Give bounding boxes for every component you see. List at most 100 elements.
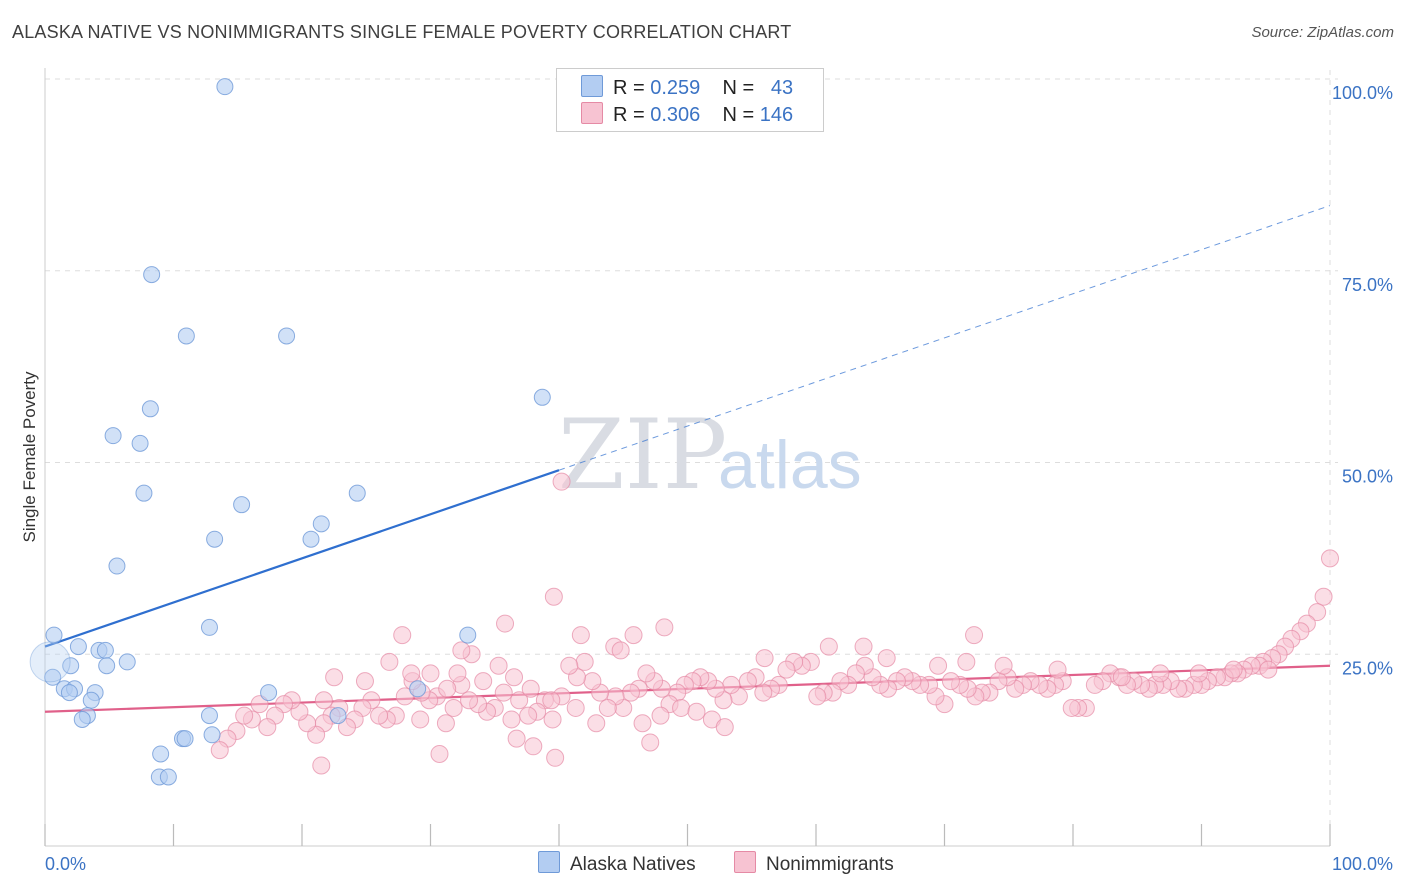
- nonimmigrants-point: [965, 626, 984, 645]
- nonimmigrants-point: [430, 744, 449, 763]
- nonimmigrants-point: [722, 675, 741, 694]
- nonimmigrants-point: [402, 664, 421, 683]
- nonimmigrants-point: [519, 706, 538, 725]
- y-axis-title: Single Female Poverty: [20, 371, 39, 543]
- nonimmigrants-point: [715, 718, 734, 737]
- chart-title: ALASKA NATIVE VS NONIMMIGRANTS SINGLE FE…: [12, 22, 792, 42]
- nonimmigrants-point: [808, 687, 827, 706]
- x-tick-label: 0.0%: [45, 854, 86, 874]
- nonimmigrants-point: [1224, 660, 1243, 679]
- alaska-natives-point: [152, 745, 170, 763]
- nonimmigrants-point: [395, 687, 414, 706]
- alaska-natives-point: [159, 768, 177, 786]
- alaska-natives-points: [29, 78, 551, 786]
- alaska-natives-point: [176, 730, 194, 748]
- alaska-natives-point: [29, 641, 71, 683]
- nonimmigrants-point: [524, 737, 543, 756]
- nonimmigrants-point: [436, 714, 455, 733]
- bottom-legend-nonimmigrants: Nonimmigrants: [734, 851, 894, 876]
- nonimmigrants-point: [393, 626, 412, 645]
- r-label: R =: [613, 77, 645, 99]
- y-tick-label: 100.0%: [1332, 83, 1393, 103]
- alaska-natives-point: [312, 515, 330, 533]
- nonimmigrants-point: [521, 679, 540, 698]
- nonimmigrants-point: [507, 729, 526, 748]
- nonimmigrants-point: [575, 652, 594, 671]
- nonimmigrants-point: [655, 618, 674, 637]
- nonimmigrants-point: [210, 741, 229, 760]
- nonimmigrants-point: [583, 672, 602, 691]
- nonimmigrants-point: [502, 710, 521, 729]
- r-value: 0.306: [650, 104, 701, 126]
- nonimmigrants-point: [637, 664, 656, 683]
- alaska-natives-point: [200, 707, 218, 725]
- correlation-legend: R = 0.259 N = 43 R = 0.306 N = 146: [556, 68, 824, 132]
- nonimmigrants-point: [460, 691, 479, 710]
- n-label: N =: [722, 104, 755, 126]
- nonimmigrants-point: [421, 664, 440, 683]
- legend-label: Nonimmigrants: [766, 854, 894, 875]
- nonimmigrants-point: [624, 626, 643, 645]
- alaska-natives-point: [108, 557, 126, 575]
- nonimmigrants-point: [819, 637, 838, 656]
- nonimmigrants-point: [505, 668, 524, 687]
- nonimmigrants-point: [633, 714, 652, 733]
- alaska-natives-point: [131, 434, 149, 452]
- alaska-natives-point: [73, 710, 91, 728]
- nonimmigrants-point: [754, 683, 773, 702]
- alaska-swatch: [538, 851, 560, 873]
- y-tick-labels: 25.0% 50.0% 75.0% 100.0%: [1332, 83, 1393, 678]
- nonimmigrants-swatch: [581, 102, 603, 124]
- y-tick-label: 75.0%: [1342, 275, 1393, 295]
- alaska-natives-point: [44, 668, 62, 686]
- nonimmigrants-point: [687, 702, 706, 721]
- r-value: 0.259: [650, 77, 701, 99]
- nonimmigrants-point: [489, 656, 508, 675]
- alaska-natives-point: [60, 684, 78, 702]
- alaska-natives-point: [45, 626, 63, 644]
- nonimmigrants-point: [355, 672, 374, 691]
- nonimmigrants-point: [250, 695, 269, 714]
- nonimmigrants-point: [598, 698, 617, 717]
- x-tick-labels: 0.0% 100.0%: [45, 854, 1393, 874]
- nonimmigrants-point: [494, 683, 513, 702]
- nonimmigrants-point: [542, 691, 561, 710]
- nonimmigrants-point: [543, 710, 562, 729]
- n-value: 43: [770, 77, 794, 99]
- nonimmigrants-point: [380, 652, 399, 671]
- alaska-natives-point: [69, 638, 87, 656]
- alaska-natives-point: [141, 400, 159, 418]
- nonimmigrants-point: [544, 587, 563, 606]
- nonimmigrants-point: [448, 664, 467, 683]
- legend-row-alaska: R = 0.259 N = 43: [581, 75, 793, 99]
- alaska-natives-trend-line: [44, 469, 560, 648]
- source-label: Source: ZipAtlas.com: [1251, 24, 1394, 41]
- nonimmigrants-point: [546, 748, 565, 767]
- n-value: 146: [759, 104, 794, 126]
- alaska-swatch: [581, 75, 603, 97]
- nonimmigrants-point: [941, 672, 960, 691]
- nonimmigrants-point: [1062, 698, 1081, 717]
- alaska-natives-point: [118, 653, 136, 671]
- watermark-atlas: atlas: [718, 427, 862, 503]
- alaska-natives-point: [82, 691, 100, 709]
- nonimmigrants-point: [337, 718, 356, 737]
- alaska-natives-point: [329, 707, 347, 725]
- nonimmigrants-point: [1085, 675, 1104, 694]
- nonimmigrants-points: [210, 472, 1339, 775]
- y-tick-label: 25.0%: [1342, 658, 1393, 678]
- alaska-natives-point: [260, 684, 278, 702]
- nonimmigrants-point: [571, 626, 590, 645]
- alaska-natives-point: [104, 427, 122, 445]
- alaska-natives-point: [216, 78, 234, 96]
- alaska-natives-point: [206, 530, 224, 548]
- n-label: N =: [722, 77, 755, 99]
- nonimmigrants-point: [777, 660, 796, 679]
- watermark-zip: ZIP: [558, 399, 727, 511]
- nonimmigrants-point: [929, 656, 948, 675]
- nonimmigrants-point: [452, 641, 471, 660]
- alaska-natives-point: [233, 496, 251, 514]
- alaska-natives-trend-extension: [558, 205, 1331, 471]
- nonimmigrants-point: [496, 614, 515, 633]
